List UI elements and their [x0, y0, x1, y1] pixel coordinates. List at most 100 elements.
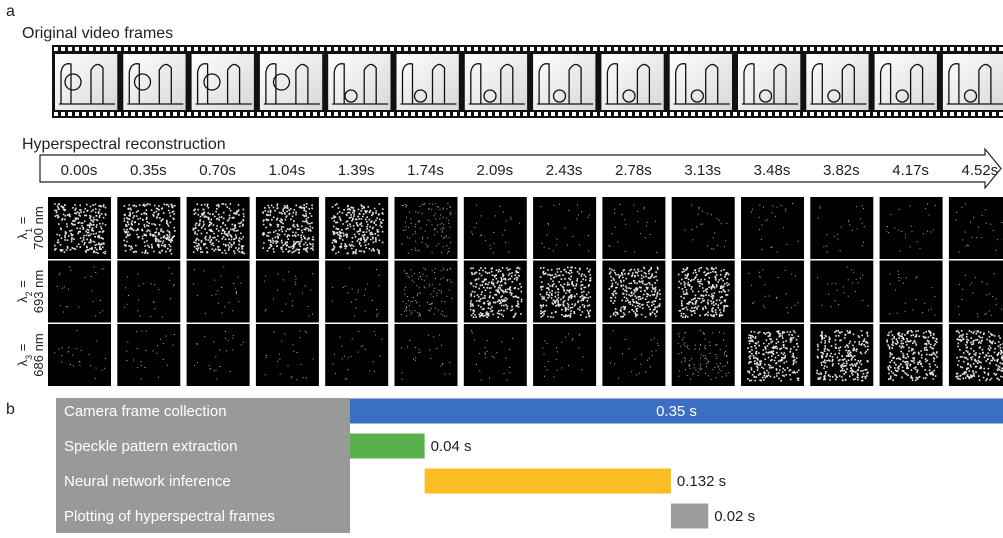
sketch-line	[468, 63, 525, 105]
sprocket	[509, 112, 513, 116]
sprocket	[922, 47, 926, 51]
sprocket	[453, 47, 457, 51]
sprocket	[691, 112, 695, 116]
sketch-line	[195, 63, 252, 105]
sprocket	[425, 112, 429, 116]
sprocket	[376, 112, 380, 116]
sprocket	[663, 47, 667, 51]
sketch-ball	[827, 89, 841, 103]
sprocket	[117, 112, 121, 116]
sprocket	[775, 112, 779, 116]
sprocket	[740, 47, 744, 51]
sprocket	[831, 112, 835, 116]
sprocket	[663, 112, 667, 116]
sprocket	[54, 47, 58, 51]
sprocket	[159, 112, 163, 116]
frame-sketch	[263, 63, 320, 105]
row-symbol: =	[15, 280, 30, 291]
sprocket	[726, 47, 730, 51]
sprocket	[397, 47, 401, 51]
sprocket	[929, 112, 933, 116]
sprocket	[628, 47, 632, 51]
sprocket	[166, 47, 170, 51]
sprocket	[985, 112, 989, 116]
sprocket	[75, 47, 79, 51]
sprocket	[481, 112, 485, 116]
frame-sketch	[946, 63, 1003, 105]
time-label: 3.13s	[684, 162, 721, 179]
sprocket	[866, 47, 870, 51]
sprocket	[383, 47, 387, 51]
sprocket	[845, 112, 849, 116]
sprocket	[656, 47, 660, 51]
row-symbol: =	[15, 217, 30, 228]
video-frame	[328, 54, 391, 110]
recon-image	[186, 324, 250, 386]
video-frame	[942, 54, 1003, 110]
frame-sketch	[878, 63, 935, 105]
recon-image	[948, 260, 1003, 323]
recon-image	[48, 324, 111, 386]
sprocket	[103, 47, 107, 51]
bar	[424, 468, 671, 494]
frame-sketch	[605, 63, 662, 105]
sprocket	[964, 47, 968, 51]
sprocket	[635, 112, 639, 116]
sprocket	[936, 112, 940, 116]
sprocket	[159, 47, 163, 51]
sprocket	[425, 47, 429, 51]
sprocket	[264, 112, 268, 116]
time-label: 2.78s	[615, 162, 652, 179]
sprocket	[474, 112, 478, 116]
sketch-line	[332, 63, 389, 105]
sprocket	[950, 47, 954, 51]
recon-image	[602, 197, 666, 259]
sprocket	[992, 47, 996, 51]
sprocket	[691, 47, 695, 51]
sprocket	[299, 112, 303, 116]
sprocket	[460, 47, 464, 51]
sprocket	[446, 112, 450, 116]
sprocket	[600, 47, 604, 51]
value-label: 0.132 s	[677, 473, 726, 490]
sprocket	[96, 47, 100, 51]
row-wavelength: 700 nm	[31, 206, 46, 249]
sprocket	[880, 112, 884, 116]
section-title: Hyperspectral reconstruction	[22, 136, 226, 153]
sprocket	[502, 112, 506, 116]
sprocket	[250, 112, 254, 116]
sprocket	[845, 47, 849, 51]
sprocket	[362, 47, 366, 51]
sprocket	[285, 47, 289, 51]
sprocket	[222, 112, 226, 116]
sprocket	[348, 47, 352, 51]
sprocket	[215, 112, 219, 116]
sprocket	[117, 47, 121, 51]
sprocket	[103, 112, 107, 116]
sprocket	[82, 47, 86, 51]
sprocket	[754, 112, 758, 116]
time-label: 1.74s	[407, 162, 444, 179]
sprocket	[712, 112, 716, 116]
sprocket	[243, 47, 247, 51]
sprocket	[621, 112, 625, 116]
sketch-line	[400, 63, 457, 105]
sprocket	[978, 47, 982, 51]
sprocket	[236, 112, 240, 116]
speckle	[747, 330, 800, 382]
sprocket	[530, 47, 534, 51]
label-box	[56, 398, 350, 533]
row-label: λ1 =	[15, 217, 34, 240]
sprocket	[145, 47, 149, 51]
sprocket	[782, 47, 786, 51]
sprocket	[572, 112, 576, 116]
recon-image	[255, 260, 319, 323]
sketch-ball	[64, 73, 82, 91]
time-label: 0.35s	[130, 162, 167, 179]
panel-label: a	[6, 3, 15, 20]
sprocket	[537, 112, 541, 116]
sprocket	[712, 47, 716, 51]
sprocket	[642, 112, 646, 116]
section-title: Original video frames	[22, 25, 173, 42]
speckle	[261, 203, 315, 254]
